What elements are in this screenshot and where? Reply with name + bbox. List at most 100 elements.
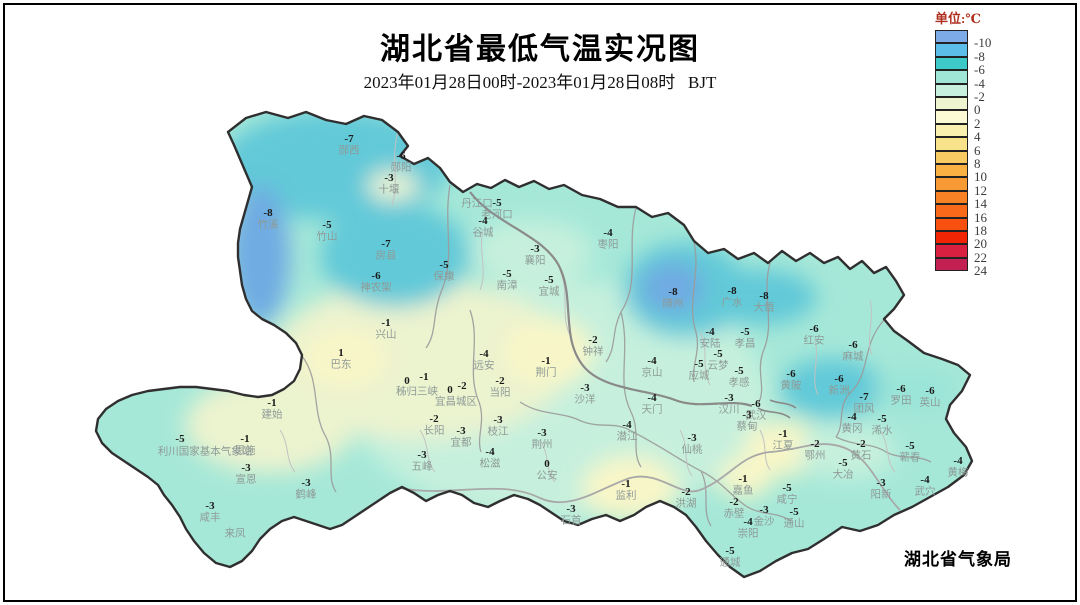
station-name: 蔡甸 [736,421,758,433]
legend-tick: -8 [974,48,985,64]
legend-tick: 6 [974,142,981,158]
station-value: -7 [381,238,391,250]
station-name: 应城 [688,370,710,382]
station-name: 老河口 [481,209,513,221]
station-name: 巴东 [330,359,352,371]
station-name: 十堰 [378,184,400,196]
legend-tick: -10 [974,35,992,51]
station-name: 石首 [560,515,582,527]
station-name: 钟祥 [582,346,604,358]
station-name: 枝江 [487,426,509,438]
station-name: 恩施 [234,445,256,457]
station-value: -3 [384,172,394,184]
station-value: -4 [479,348,489,360]
station-value: -1 [778,428,788,440]
station-name: 公安 [536,470,558,482]
station-value: -3 [742,409,752,421]
station-value: -6 [786,368,796,380]
station-value: -6 [834,373,844,385]
station-value: -2 [856,438,866,450]
station-value: -3 [301,477,311,489]
station-value: -1 [267,397,277,409]
station-value: -5 [877,413,887,425]
station-value: -3 [456,425,466,437]
station-value: -3 [530,243,540,255]
legend-tick: -6 [974,62,985,78]
station-value: -5 [713,348,723,360]
legend-swatch [935,231,968,245]
station-value: -2 [681,486,691,498]
station-name: 竹溪 [257,219,279,231]
station-name: 咸丰 [199,512,221,524]
station-name: 来凤 [224,528,246,540]
station-value: -6 [396,150,406,162]
station-name: 武穴 [914,486,936,498]
station-value: -4 [485,446,495,458]
map-title: 湖北省最低气温实况图 [380,33,700,66]
legend-swatch [935,83,968,97]
station-value: -5 [725,545,735,557]
station-value: -5 [322,219,332,231]
station-name: 南漳 [496,280,518,292]
station-name: 保康 [433,271,455,283]
station-value: -4 [743,516,753,528]
station-name: 罗田 [890,395,912,407]
map-subtitle: 2023年01月28日00时-2023年01月28日08时 BJT [363,73,717,92]
station-value: -2 [429,413,439,425]
province-outline [94,110,974,579]
station-value: -8 [727,285,737,297]
station-value: -5 [734,365,744,377]
station-value: -4 [647,355,657,367]
station-value: -5 [789,506,799,518]
station-value: -6 [809,323,819,335]
legend-swatch [935,97,968,111]
legend-tick: 24 [974,263,987,279]
station-name: 云梦 [707,360,729,372]
station-name: 金沙 [753,516,775,528]
station-name: 大悟 [753,302,775,314]
legend-tick: 20 [974,236,987,252]
legend-swatch [935,257,968,272]
station-name: 当阳 [489,387,511,399]
legend-swatch [935,244,968,258]
legend-swatch [935,30,968,44]
station-value: -3 [687,432,697,444]
legend-tick: 12 [974,182,987,198]
station-value: -5 [905,440,915,452]
station-value: -8 [759,290,769,302]
station-value: -1 [381,317,391,329]
station-name: 大冶 [832,469,854,481]
legend-tick: 4 [974,129,981,145]
temperature-legend: 单位:℃ -10 -8 -6 -4 -2 0 2 4 6 8 10 12 14 16 18 20 22 24 [935,11,1015,292]
station-name: 团风 [853,403,875,415]
station-name: 浠水 [871,425,893,437]
station-name: 襄阳 [524,255,546,267]
station-name: 枣阳 [597,239,619,251]
station-name: 竹山 [316,231,338,243]
station-value: 0 [447,384,453,396]
station-value: -5 [502,268,512,280]
station-name: 红安 [803,335,825,347]
station-name: 黄陂 [780,380,802,392]
station-value: -3 [493,414,503,426]
station-name: 新洲 [828,385,850,397]
legend-swatch [935,56,968,71]
station-name: 潜江 [616,431,638,443]
station-name: 江夏 [772,440,794,452]
station-value: -2 [495,375,505,387]
station-name: 黄梅 [947,467,969,479]
legend-swatch [935,43,968,57]
station-value: 0 [404,375,410,387]
station-value: -2 [588,334,598,346]
station-name: 天门 [641,404,663,416]
station-value: -1 [738,473,748,485]
station-value: -6 [896,383,906,395]
station-value: -3 [566,503,576,515]
legend-swatch [935,123,968,138]
legend-tick: 16 [974,209,987,225]
legend-swatch [935,70,968,84]
station-name: 阳新 [870,489,892,501]
legend-tick: 14 [974,196,987,212]
station-value: -3 [205,500,215,512]
station-name: 赤壁 [723,508,745,520]
